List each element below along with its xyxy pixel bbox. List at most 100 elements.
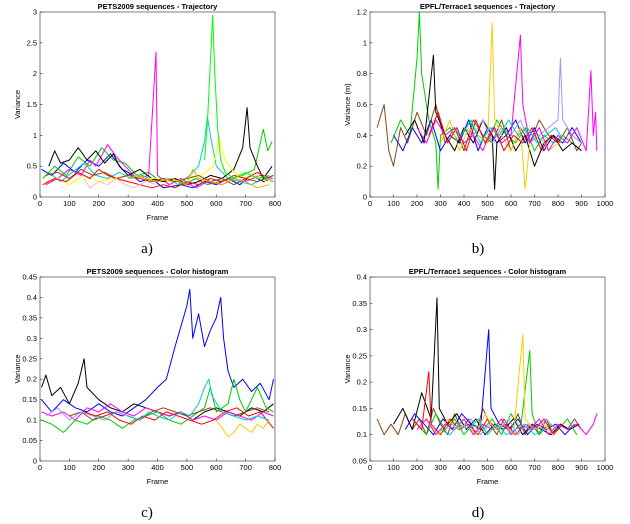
y-axis-label: Variance — [13, 90, 22, 119]
x-tick-label: 500 — [181, 199, 194, 208]
series-line-9 — [451, 119, 566, 144]
x-tick-label: 500 — [481, 199, 494, 208]
x-tick-label: 600 — [505, 463, 518, 472]
chart-title: EPFL/Terrace1 sequences - Color histogra… — [409, 267, 567, 276]
series-line-2 — [390, 12, 582, 190]
y-tick-label: 0.2 — [27, 375, 37, 384]
series-line-8 — [428, 111, 561, 152]
y-tick-label: 2.5 — [27, 38, 37, 47]
y-tick-label: 0.35 — [352, 299, 367, 308]
x-tick-label: 100 — [387, 463, 400, 472]
y-tick-label: 0.05 — [22, 436, 37, 445]
series-line-6 — [69, 407, 270, 421]
x-tick-label: 400 — [151, 463, 164, 472]
panel-caption: c) — [141, 505, 153, 521]
x-tick-label: 800 — [269, 199, 282, 208]
plot-frame — [39, 276, 276, 462]
series-line-2 — [393, 297, 580, 436]
x-tick-label: 300 — [122, 463, 135, 472]
x-tick-label: 200 — [92, 463, 105, 472]
y-tick-label: 1 — [363, 38, 367, 47]
series-line-9 — [127, 168, 270, 189]
series-line-5 — [440, 22, 568, 190]
x-tick-label: 700 — [239, 463, 252, 472]
y-tick-label: 0.3 — [27, 334, 37, 343]
x-tick-label: 400 — [151, 199, 164, 208]
x-tick-label: 600 — [210, 463, 223, 472]
x-tick-label: 300 — [122, 199, 135, 208]
x-tick-label: 900 — [575, 199, 588, 208]
y-tick-label: 1.5 — [27, 100, 37, 109]
chart-title: PETS2009 sequences - Trajectory — [98, 2, 218, 11]
series-line-9 — [45, 407, 129, 421]
x-tick-label: 900 — [575, 463, 588, 472]
x-tick-label: 400 — [458, 463, 471, 472]
y-tick-label: 0.25 — [352, 351, 367, 360]
x-tick-label: 500 — [181, 463, 194, 472]
series-line-8 — [215, 419, 270, 437]
x-axis-label: Frame — [477, 213, 499, 222]
y-tick-label: 0.15 — [352, 404, 367, 413]
x-tick-label: 600 — [505, 199, 518, 208]
panel-caption: a) — [141, 241, 153, 257]
chart-title: EPFL/Terrace1 sequences - Trajectory — [420, 2, 556, 11]
x-tick-label: 0 — [38, 463, 42, 472]
y-tick-label: 1.2 — [357, 8, 367, 17]
y-tick-label: 0.5 — [27, 162, 37, 171]
x-tick-label: 800 — [552, 463, 565, 472]
y-tick-label: 0.2 — [357, 162, 367, 171]
series-line-7 — [416, 34, 598, 152]
x-tick-label: 100 — [387, 199, 400, 208]
y-tick-label: 0.1 — [27, 416, 37, 425]
series-line-11 — [204, 14, 270, 179]
x-tick-label: 0 — [368, 199, 372, 208]
x-tick-label: 100 — [63, 463, 76, 472]
panel-caption: d) — [472, 505, 485, 521]
x-tick-label: 200 — [411, 199, 424, 208]
y-tick-label: 0.1 — [357, 430, 367, 439]
series-group — [376, 12, 598, 190]
x-tick-label: 1000 — [597, 463, 614, 472]
chart-title: PETS2009 sequences - Color histogram — [87, 267, 229, 276]
y-tick-label: 0 — [363, 193, 367, 202]
series-line-8 — [440, 418, 545, 436]
x-tick-label: 700 — [528, 199, 541, 208]
x-tick-label: 800 — [269, 463, 282, 472]
series-line-10 — [83, 178, 158, 189]
x-tick-label: 200 — [411, 463, 424, 472]
plot-frame — [369, 276, 606, 462]
x-tick-label: 300 — [434, 463, 447, 472]
y-tick-label: 0.15 — [22, 395, 37, 404]
series-line-7 — [127, 378, 270, 421]
x-tick-label: 700 — [528, 463, 541, 472]
x-axis-label: Frame — [477, 477, 499, 486]
chart-panel-c: 0 100 200 300 400 500 600 700 800 0 0.05 0.1 0.15 0.2… — [13, 267, 281, 521]
y-tick-label: 0.6 — [357, 100, 367, 109]
y-tick-label: 0.45 — [22, 273, 37, 282]
chart-panel-b: 0 100 200 300 400 500 600 700 800 900 1000 0 0.2 0.4 0… — [343, 2, 613, 257]
series-group — [41, 288, 274, 437]
x-tick-label: 1000 — [597, 199, 614, 208]
y-tick-label: 0.4 — [357, 273, 367, 282]
x-axis-label: Frame — [147, 213, 169, 222]
y-tick-label: 0.4 — [27, 293, 37, 302]
x-axis-label: Frame — [147, 477, 169, 486]
y-tick-label: 0.4 — [357, 131, 367, 140]
y-tick-label: 0.35 — [22, 313, 37, 322]
x-tick-label: 300 — [434, 199, 447, 208]
y-tick-label: 0.05 — [352, 457, 367, 466]
x-tick-label: 0 — [38, 199, 42, 208]
series-group — [376, 297, 598, 436]
series-line-7 — [416, 413, 598, 436]
series-line-2 — [41, 358, 274, 421]
y-tick-label: 0 — [33, 457, 37, 466]
y-tick-label: 0.3 — [357, 325, 367, 334]
series-line-9 — [452, 418, 556, 436]
y-tick-label: 1 — [33, 131, 37, 140]
x-tick-label: 200 — [92, 199, 105, 208]
series-line-5 — [83, 407, 274, 429]
series-line-1 — [376, 104, 582, 167]
series-group — [41, 14, 274, 189]
x-tick-label: 0 — [368, 463, 372, 472]
